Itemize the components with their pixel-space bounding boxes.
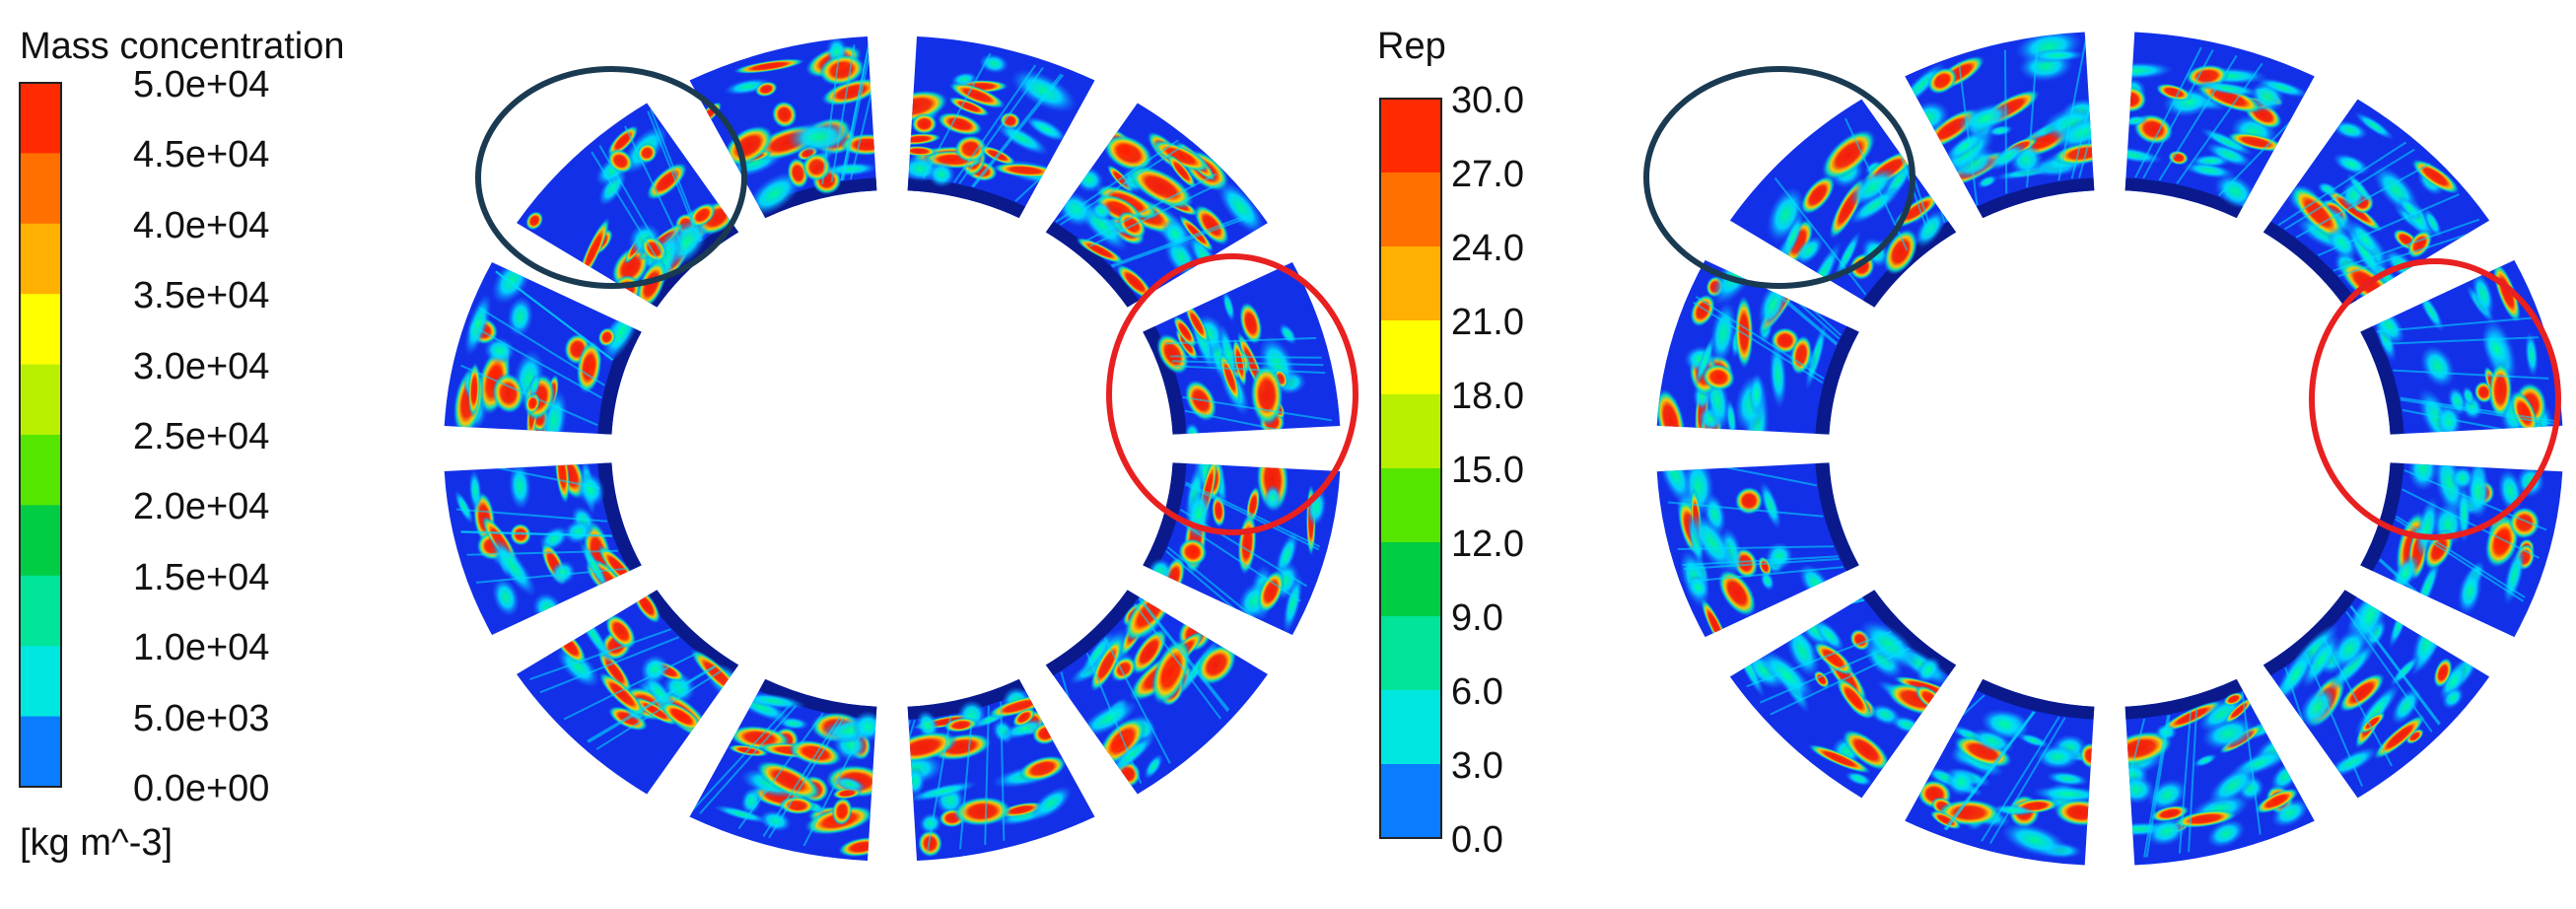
legend-tick-label: 3.0e+04 bbox=[133, 345, 270, 387]
blade-segment bbox=[2263, 99, 2490, 308]
legend-tick-label: 30.0 bbox=[1451, 80, 1524, 121]
blade-segment bbox=[1143, 462, 1341, 636]
blade-segment bbox=[1656, 462, 1859, 638]
blade-segment bbox=[1905, 678, 2095, 866]
colorbar-band bbox=[20, 575, 61, 647]
blade-segment bbox=[907, 678, 1095, 861]
blade-segment bbox=[1729, 590, 1957, 799]
blade-segment bbox=[1045, 103, 1268, 308]
blade-segment bbox=[517, 103, 739, 308]
blade-segment bbox=[517, 590, 739, 795]
legend-tick-label: 1.0e+04 bbox=[133, 627, 270, 669]
legend-tick-label: 3.0 bbox=[1451, 745, 1503, 787]
legend-tick-label: 18.0 bbox=[1451, 376, 1524, 417]
legend-tick-label: 4.0e+04 bbox=[133, 204, 270, 246]
colorbar-band bbox=[20, 153, 61, 225]
blade-segment bbox=[444, 462, 642, 636]
blade-ring-left bbox=[444, 36, 1341, 861]
colorbar-band bbox=[1380, 616, 1441, 691]
colorbar-band bbox=[1380, 246, 1441, 321]
legend-tick-label: 0.0 bbox=[1451, 819, 1503, 861]
legend-tick-label: 5.0e+03 bbox=[133, 697, 270, 739]
legend-tick-label: 5.0e+04 bbox=[133, 64, 270, 105]
legend-tick-label: 24.0 bbox=[1451, 228, 1524, 269]
legend-left-unit: [kg m^-3] bbox=[20, 822, 174, 864]
legend-tick-label: 1.5e+04 bbox=[133, 556, 270, 598]
colorbar-band bbox=[20, 716, 61, 788]
blade-segment bbox=[2124, 678, 2315, 866]
colorbar-band bbox=[20, 364, 61, 436]
colorbar-band bbox=[1380, 99, 1441, 174]
highlight-circle-red-left bbox=[1106, 253, 1358, 535]
colorbar-right bbox=[1379, 98, 1442, 839]
highlight-circle-dark-right bbox=[1643, 66, 1915, 289]
legend-tick-label: 12.0 bbox=[1451, 524, 1524, 565]
colorbar-left bbox=[19, 82, 62, 788]
legend-tick-label: 15.0 bbox=[1451, 450, 1524, 491]
legend-tick-label: 2.5e+04 bbox=[133, 416, 270, 457]
blade-segment bbox=[689, 36, 877, 219]
colorbar-band bbox=[20, 505, 61, 577]
colorbar-band bbox=[20, 83, 61, 154]
colorbar-band bbox=[1380, 690, 1441, 765]
blade-segment bbox=[1143, 261, 1341, 435]
blade-segment bbox=[1656, 259, 1859, 435]
colorbar-band bbox=[1380, 468, 1441, 543]
blade-segment bbox=[2263, 590, 2490, 799]
legend-tick-label: 2.0e+04 bbox=[133, 486, 270, 528]
colorbar-band bbox=[1380, 320, 1441, 395]
blade-segment bbox=[1045, 590, 1268, 795]
colorbar-band bbox=[1380, 764, 1441, 839]
blade-segment bbox=[444, 261, 642, 435]
highlight-circle-dark-left bbox=[475, 66, 747, 289]
legend-right-title: Rep bbox=[1377, 26, 1446, 67]
legend-tick-label: 3.5e+04 bbox=[133, 275, 270, 317]
colorbar-band bbox=[1380, 394, 1441, 469]
blade-segment bbox=[2124, 32, 2315, 219]
blade-ring-right bbox=[1656, 32, 2563, 866]
colorbar-band bbox=[20, 435, 61, 506]
legend-left-title: Mass concentration bbox=[20, 26, 345, 67]
colorbar-band bbox=[20, 294, 61, 366]
legend-tick-label: 0.0e+00 bbox=[133, 768, 270, 809]
blade-segment bbox=[2360, 259, 2563, 435]
blade-segment bbox=[1905, 32, 2095, 219]
legend-tick-label: 21.0 bbox=[1451, 302, 1524, 343]
blade-segment bbox=[689, 678, 877, 861]
legend-tick-label: 4.5e+04 bbox=[133, 134, 270, 176]
colorbar-band bbox=[20, 646, 61, 718]
colorbar-band bbox=[1380, 173, 1441, 247]
legend-tick-label: 6.0 bbox=[1451, 671, 1503, 713]
legend-tick-label: 9.0 bbox=[1451, 597, 1503, 639]
colorbar-band bbox=[1380, 542, 1441, 617]
colorbar-band bbox=[20, 223, 61, 295]
legend-tick-label: 27.0 bbox=[1451, 154, 1524, 195]
highlight-circle-red-right bbox=[2309, 258, 2561, 540]
